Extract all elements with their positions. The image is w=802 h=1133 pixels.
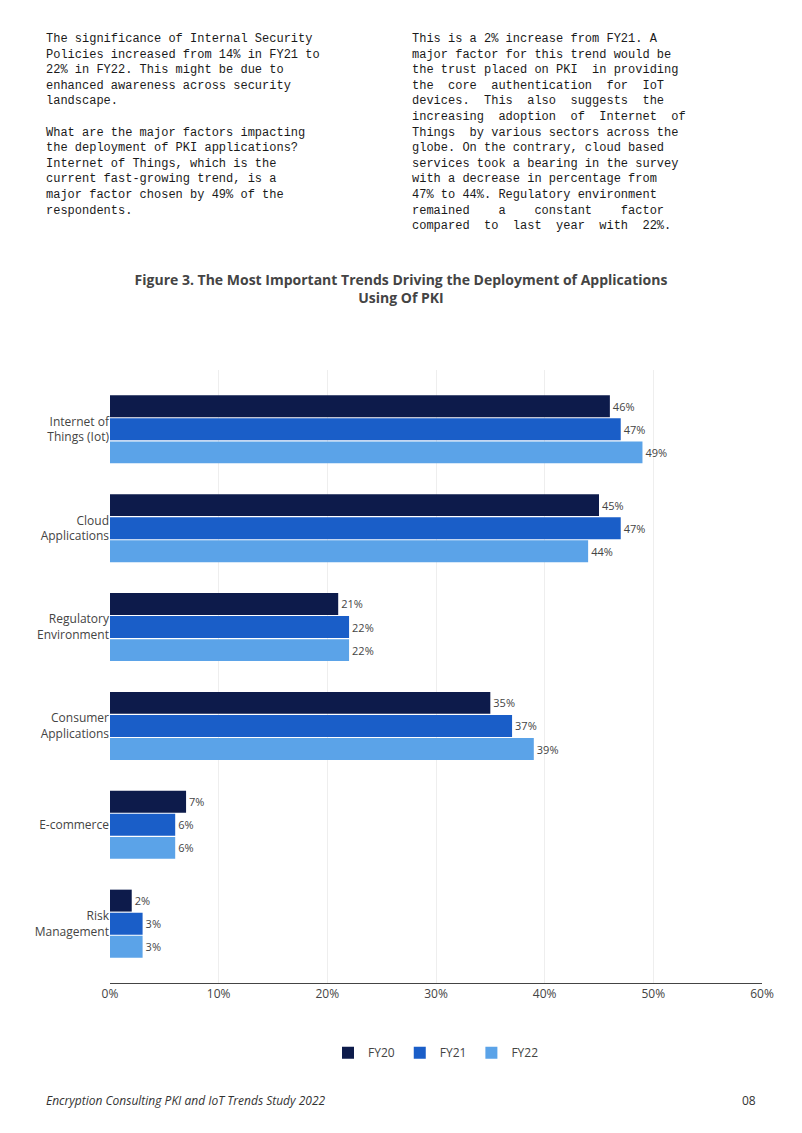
svg-text:0%: 0% <box>102 985 119 1002</box>
svg-text:7%: 7% <box>189 794 204 809</box>
svg-text:E-commerce: E-commerce <box>39 816 109 833</box>
svg-text:FY22: FY22 <box>511 1044 538 1061</box>
svg-text:30%: 30% <box>424 985 448 1002</box>
svg-text:FY20: FY20 <box>368 1044 395 1061</box>
svg-text:6%: 6% <box>178 817 193 832</box>
svg-text:RegulatoryEnvironment: RegulatoryEnvironment <box>37 610 110 643</box>
svg-text:47%: 47% <box>624 422 646 437</box>
svg-text:49%: 49% <box>645 445 667 460</box>
svg-text:3%: 3% <box>146 916 161 931</box>
svg-text:46%: 46% <box>613 399 635 414</box>
svg-text:37%: 37% <box>515 718 537 733</box>
svg-text:45%: 45% <box>602 498 624 513</box>
svg-text:6%: 6% <box>178 840 193 855</box>
svg-text:39%: 39% <box>537 742 559 757</box>
svg-text:22%: 22% <box>352 620 374 635</box>
svg-text:22%: 22% <box>352 643 374 658</box>
svg-text:ConsumerApplications: ConsumerApplications <box>41 709 110 742</box>
svg-text:Encryption Consulting PKI and: Encryption Consulting PKI and IoT Trends… <box>46 1092 326 1109</box>
svg-text:Figure 3. The Most Important T: Figure 3. The Most Important Trends Driv… <box>135 270 668 307</box>
svg-text:60%: 60% <box>750 985 774 1002</box>
svg-text:This is a 2% increase from FY2: This is a 2% increase from FY21. Amajor … <box>412 32 686 233</box>
svg-text:47%: 47% <box>624 521 646 536</box>
svg-text:50%: 50% <box>642 985 666 1002</box>
svg-text:2%: 2% <box>135 893 150 908</box>
svg-text:40%: 40% <box>533 985 557 1002</box>
svg-text:10%: 10% <box>207 985 231 1002</box>
svg-text:3%: 3% <box>146 939 161 954</box>
svg-text:35%: 35% <box>493 695 515 710</box>
svg-text:FY21: FY21 <box>440 1044 467 1061</box>
svg-text:RiskManagement: RiskManagement <box>35 907 110 940</box>
svg-text:44%: 44% <box>591 544 613 559</box>
svg-text:21%: 21% <box>341 596 363 611</box>
svg-text:Internet ofThings (Iot): Internet ofThings (Iot) <box>47 413 110 446</box>
svg-text:CloudApplications: CloudApplications <box>41 512 110 545</box>
svg-text:08: 08 <box>742 1092 756 1109</box>
svg-text:The significance of Internal S: The significance of Internal SecurityPol… <box>46 32 320 218</box>
svg-text:20%: 20% <box>316 985 340 1002</box>
